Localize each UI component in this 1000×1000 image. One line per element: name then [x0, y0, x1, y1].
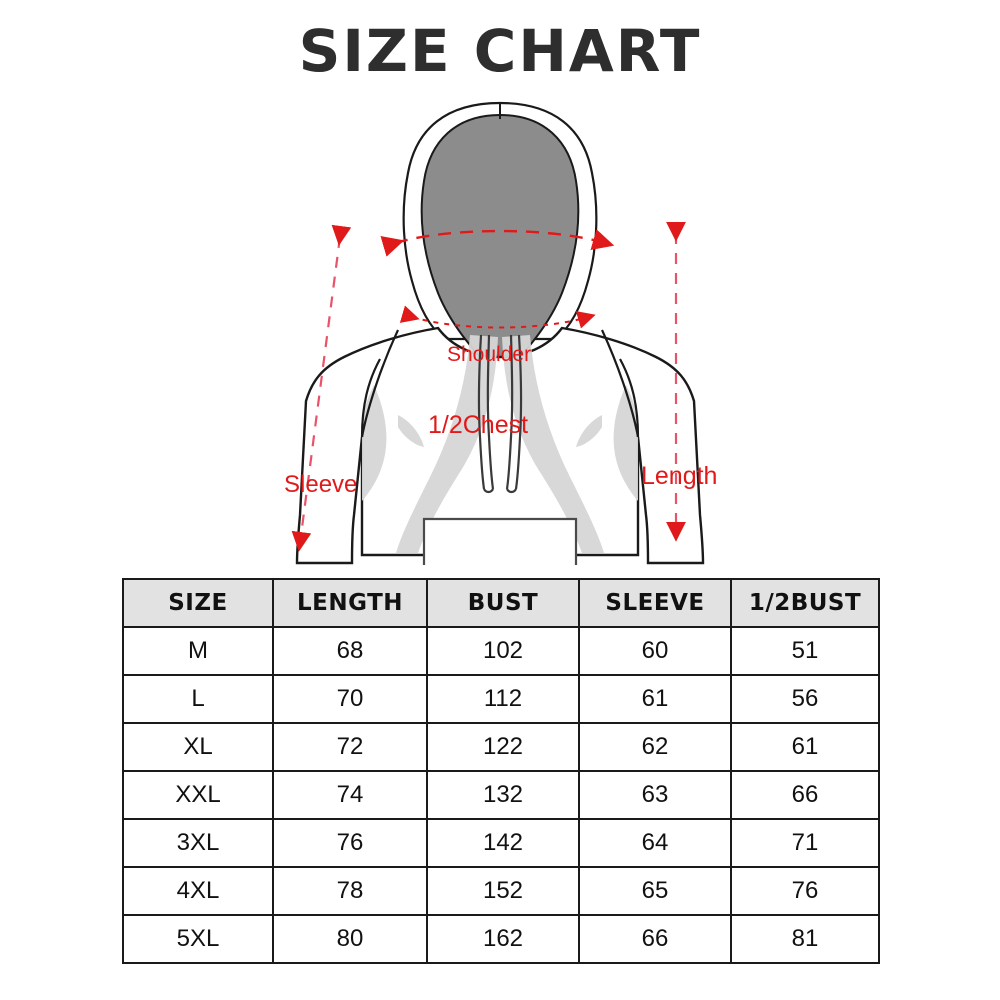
table-header-row: SIZE LENGTH BUST SLEEVE 1/2BUST [122, 578, 880, 628]
table-row: XL 72 122 62 61 [122, 722, 880, 772]
cell-sleeve: 62 [578, 722, 732, 772]
length-measure-label: Length [641, 462, 718, 490]
cell-bust: 102 [426, 626, 580, 676]
cell-size: L [122, 674, 274, 724]
cell-size: 4XL [122, 866, 274, 916]
cell-size: 3XL [122, 818, 274, 868]
column-header-size: SIZE [122, 578, 274, 628]
column-header-length: LENGTH [272, 578, 428, 628]
cell-sleeve: 66 [578, 914, 732, 964]
size-table-header: SIZE LENGTH BUST SLEEVE 1/2BUST [122, 578, 880, 628]
shoulder-measure-line [380, 229, 615, 257]
cell-bust: 142 [426, 818, 580, 868]
cell-bust: 132 [426, 770, 580, 820]
shoulder-seam-right [601, 329, 640, 438]
table-row: 5XL 80 162 66 81 [122, 914, 880, 964]
hoodie-technical-drawing-svg [291, 101, 705, 565]
column-header-half-bust: 1/2BUST [730, 578, 880, 628]
cell-half-bust: 51 [730, 626, 880, 676]
table-row: L 70 112 61 56 [122, 674, 880, 724]
column-header-bust: BUST [426, 578, 580, 628]
cell-length: 80 [272, 914, 428, 964]
cell-length: 70 [272, 674, 428, 724]
sleeve-seam-right [619, 358, 640, 438]
cell-half-bust: 61 [730, 722, 880, 772]
sleeve-seam-left [360, 358, 381, 438]
shoulder-measure-label: Shoulder [447, 343, 532, 366]
cell-half-bust: 66 [730, 770, 880, 820]
cell-bust: 122 [426, 722, 580, 772]
size-table-body: M 68 102 60 51 L 70 112 61 56 XL 72 122 … [122, 626, 880, 964]
cell-length: 74 [272, 770, 428, 820]
cell-length: 68 [272, 626, 428, 676]
table-row: 3XL 76 142 64 71 [122, 818, 880, 868]
hoodie-illustration: Shoulder 1/2Chest Sleeve Length [0, 85, 1000, 565]
cell-size: XL [122, 722, 274, 772]
cell-sleeve: 63 [578, 770, 732, 820]
cell-size: 5XL [122, 914, 274, 964]
cell-sleeve: 64 [578, 818, 732, 868]
cell-half-bust: 81 [730, 914, 880, 964]
cell-half-bust: 71 [730, 818, 880, 868]
table-row: 4XL 78 152 65 76 [122, 866, 880, 916]
column-header-sleeve: SLEEVE [578, 578, 732, 628]
size-table: SIZE LENGTH BUST SLEEVE 1/2BUST M 68 102… [122, 578, 880, 964]
cell-size: XXL [122, 770, 274, 820]
body-group [295, 326, 705, 565]
cell-length: 72 [272, 722, 428, 772]
table-row: M 68 102 60 51 [122, 626, 880, 676]
shoulder-seam-left [360, 329, 399, 438]
cell-half-bust: 76 [730, 866, 880, 916]
kangaroo-pocket [422, 517, 578, 565]
cell-bust: 162 [426, 914, 580, 964]
cell-sleeve: 61 [578, 674, 732, 724]
cell-length: 78 [272, 866, 428, 916]
cell-size: M [122, 626, 274, 676]
drawstrings [477, 334, 523, 494]
cell-length: 76 [272, 818, 428, 868]
sleeve-measure-label: Sleeve [284, 471, 358, 498]
cell-bust: 112 [426, 674, 580, 724]
half-chest-measure-label: 1/2Chest [428, 411, 529, 439]
cell-sleeve: 60 [578, 626, 732, 676]
page-title: SIZE CHART [298, 17, 702, 85]
measurement-guides [291, 222, 686, 552]
table-row: XXL 74 132 63 66 [122, 770, 880, 820]
size-table-container: SIZE LENGTH BUST SLEEVE 1/2BUST M 68 102… [122, 578, 880, 964]
half-chest-measure-line [399, 305, 596, 329]
cell-half-bust: 56 [730, 674, 880, 724]
cell-sleeve: 65 [578, 866, 732, 916]
cell-bust: 152 [426, 866, 580, 916]
